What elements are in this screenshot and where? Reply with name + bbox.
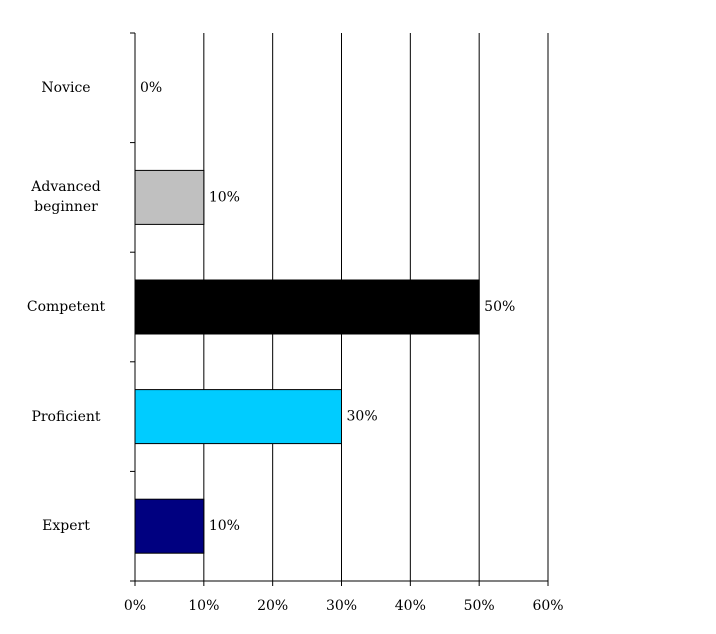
bar [134,389,342,445]
value-label: 30% [347,409,378,425]
x-tick-label: 0% [124,598,146,614]
x-tick-label: 50% [464,598,495,614]
y-tick-label: Expert [42,518,90,535]
y-tick-label: Proficient [31,408,101,425]
y-tick-label: Novice [41,79,91,96]
value-label: 50% [484,299,515,315]
x-tick-label: 60% [532,598,563,614]
x-tick-label: 30% [326,598,357,614]
value-label: 10% [209,518,240,534]
x-tick-label: 40% [395,598,426,614]
bar [134,498,205,554]
value-label: 0% [140,80,162,96]
value-label: 10% [209,189,240,205]
bar [134,279,480,335]
bar [134,169,205,225]
x-tick-label: 20% [257,598,288,614]
y-tick-label: Advanced beginner [31,179,101,216]
y-tick-label: Competent [26,299,106,315]
x-tick-label: 10% [188,598,219,614]
